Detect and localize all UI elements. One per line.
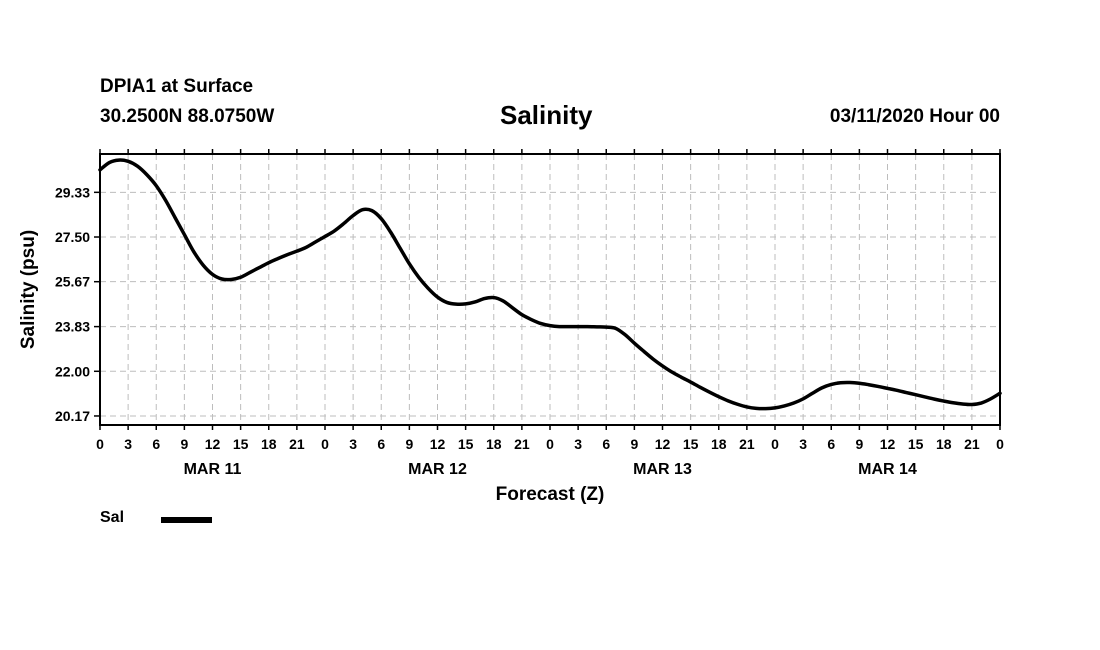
x-tick-label: 0 [771,436,779,452]
x-tick-label: 9 [405,436,413,452]
date-label: MAR 13 [633,461,692,478]
x-tick-label: 15 [458,436,474,452]
legend-swatch [161,517,212,523]
x-tick-label: 9 [855,436,863,452]
x-tick-label: 12 [430,436,446,452]
x-tick-label: 18 [711,436,727,452]
x-tick-label: 6 [377,436,385,452]
x-tick-label: 21 [739,436,755,452]
x-tick-label: 3 [799,436,807,452]
x-tick-label: 9 [630,436,638,452]
x-tick-label: 12 [655,436,671,452]
chart-title: Salinity [500,100,593,130]
x-tick-label: 12 [880,436,896,452]
x-tick-label: 3 [349,436,357,452]
datetime-label: 03/11/2020 Hour 00 [829,106,1000,127]
x-tick-label: 21 [964,436,980,452]
x-tick-label: 18 [936,436,952,452]
x-tick-label: 3 [574,436,582,452]
station-label: DPIA1 at Surface [100,76,254,97]
date-labels: MAR 11 MAR 12 MAR 13 MAR 14 [184,461,917,478]
y-tick-label: 20.17 [55,408,90,424]
x-tick-label: 3 [124,436,132,452]
y-axis-label: Salinity (psu) [18,230,39,349]
date-label: MAR 14 [858,461,917,478]
x-tick-label: 6 [152,436,160,452]
x-tick-label: 15 [908,436,924,452]
x-tick-label: 9 [180,436,188,452]
y-tick-label: 29.33 [55,184,90,200]
x-tick-label: 0 [546,436,554,452]
x-tick-label: 0 [96,436,104,452]
x-tick-label: 15 [683,436,699,452]
series-layer [98,158,1002,411]
x-tick-label: 18 [261,436,277,452]
grid [100,154,1000,425]
y-axis-ticks: 29.33 27.50 25.67 23.83 22.00 20.17 [55,184,100,424]
y-tick-label: 22.00 [55,363,90,379]
plot-frame [99,153,1001,426]
y-tick-label: 25.67 [55,274,90,290]
x-axis-label: Forecast (Z) [496,484,605,505]
x-tick-label: 18 [486,436,502,452]
y-tick-label: 27.50 [55,229,90,245]
x-tick-label: 21 [289,436,305,452]
legend-label: Sal [100,509,125,526]
x-tick-label: 6 [827,436,835,452]
x-tick-label: 0 [321,436,329,452]
x-tick-label: 6 [602,436,610,452]
x-tick-label: 0 [996,436,1004,452]
x-tick-label: 15 [233,436,249,452]
x-tick-label: 21 [514,436,530,452]
date-label: MAR 12 [408,461,467,478]
y-tick-label: 23.83 [55,319,90,335]
series-line-sal [98,158,1002,411]
coordinates-label: 30.2500N 88.0750W [100,106,275,127]
date-label: MAR 11 [184,461,242,478]
x-tick-label: 12 [205,436,221,452]
